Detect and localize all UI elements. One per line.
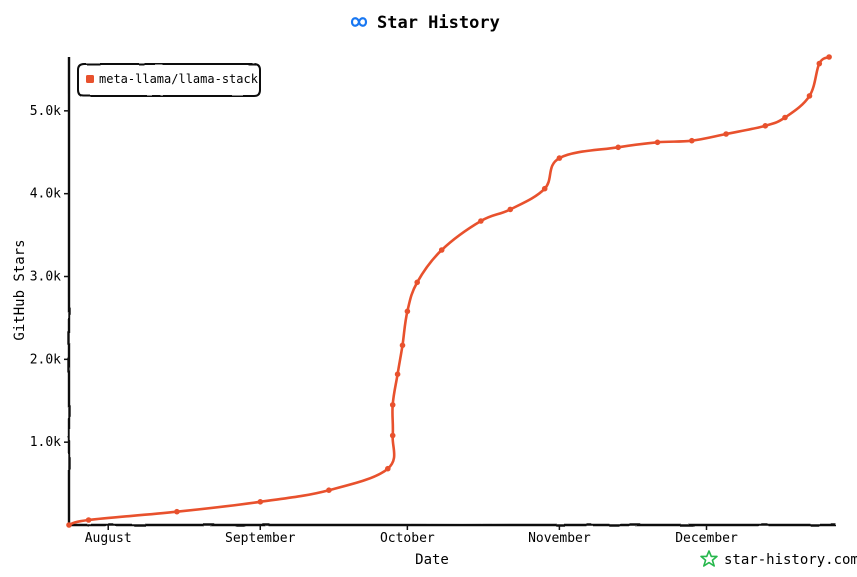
data-point: [556, 155, 563, 161]
watermark-text: star-history.com: [724, 552, 857, 568]
y-tick-label: 4.0k: [30, 187, 61, 202]
data-point: [66, 522, 72, 528]
data-point: [257, 499, 264, 505]
x-tick-label: August: [85, 531, 132, 546]
legend: meta-llama/llama-stack: [77, 63, 261, 97]
data-point: [782, 114, 788, 121]
series-layer: [66, 54, 832, 528]
y-tick-label: 3.0k: [30, 270, 61, 285]
x-axis-label: Date: [415, 552, 449, 568]
y-tick-label: 5.0k: [30, 104, 61, 119]
data-point: [689, 137, 695, 144]
data-point: [816, 60, 823, 67]
data-point: [389, 402, 396, 408]
data-point: [615, 144, 621, 151]
x-tick-label: December: [675, 531, 738, 546]
data-point: [389, 432, 396, 439]
meta-infinity-icon: [350, 17, 368, 27]
x-tick-label: November: [528, 531, 591, 546]
data-point: [174, 508, 180, 515]
data-point: [85, 517, 92, 523]
data-point: [723, 131, 729, 137]
data-point: [394, 371, 401, 378]
x-tick-label: October: [380, 531, 435, 546]
y-tick-label: 1.0k: [30, 435, 61, 450]
chart-title-group: Star History: [350, 13, 500, 33]
data-point: [507, 206, 514, 213]
data-point: [399, 342, 406, 349]
y-axis-ticks: 1.0k 2.0k 3.0k 4.0k 5.0k: [30, 104, 69, 450]
data-point: [762, 123, 769, 129]
data-point: [385, 465, 391, 472]
data-point: [414, 279, 421, 286]
chart-title: Star History: [377, 13, 500, 33]
star-history-star-icon: [700, 550, 718, 567]
data-point: [438, 247, 445, 253]
legend-box: [77, 63, 261, 97]
data-point: [478, 218, 484, 224]
y-tick-label: 2.0k: [30, 352, 61, 367]
y-axis-label: GitHub Stars: [12, 239, 28, 340]
series-line: [67, 55, 831, 527]
data-point: [404, 308, 411, 315]
data-point: [806, 93, 813, 99]
x-tick-label: September: [225, 531, 296, 546]
legend-label: meta-llama/llama-stack: [99, 72, 259, 86]
data-point: [541, 185, 548, 192]
watermark: star-history.com: [700, 550, 857, 568]
x-axis-ticks: August September October November December: [85, 525, 738, 546]
axes: [67, 56, 837, 527]
data-point: [654, 139, 661, 146]
data-point: [826, 54, 832, 60]
legend-swatch: [86, 75, 94, 83]
data-point: [326, 487, 332, 494]
